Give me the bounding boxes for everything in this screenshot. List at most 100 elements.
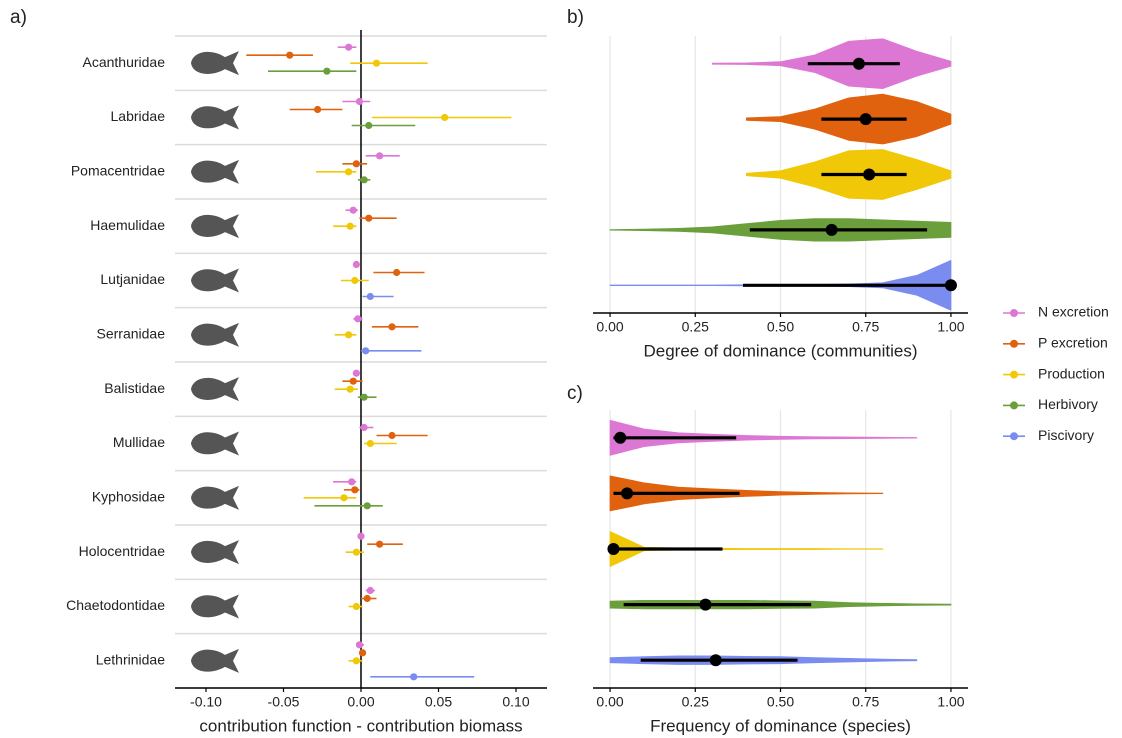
point — [323, 67, 331, 75]
x-tick-label: 0.50 — [767, 694, 794, 710]
point — [376, 152, 384, 160]
category-label: Chaetodontidae — [66, 597, 165, 613]
point — [366, 292, 374, 301]
point — [352, 548, 360, 556]
point — [709, 654, 722, 667]
category-label: Haemulidae — [90, 217, 165, 233]
point — [345, 168, 353, 176]
panel-label: b) — [567, 7, 584, 28]
point — [345, 43, 353, 51]
point — [286, 51, 294, 59]
panel-label: a) — [10, 7, 27, 28]
point — [349, 377, 357, 385]
point — [354, 315, 362, 323]
x-tick-label: 1.00 — [937, 319, 964, 335]
x-tick-label: 0.00 — [347, 694, 374, 710]
x-tick-label: 0.00 — [596, 694, 623, 710]
legend-dot — [1010, 370, 1018, 379]
x-tick-label: 0.25 — [682, 694, 709, 710]
x-tick-label: 0.10 — [502, 694, 529, 710]
x-tick-label: -0.05 — [268, 694, 300, 710]
point — [614, 431, 627, 444]
category-label: Pomacentridae — [71, 163, 165, 179]
point — [345, 331, 353, 339]
legend-dot — [1010, 401, 1018, 410]
point — [362, 347, 370, 355]
point — [388, 431, 396, 440]
fish-icon — [191, 485, 239, 510]
point — [346, 222, 354, 230]
point — [358, 649, 367, 657]
legend-label: Herbivory — [1038, 396, 1098, 412]
point — [944, 279, 957, 292]
x-tick-label: 0.00 — [596, 319, 623, 335]
fish-icon — [191, 159, 239, 184]
fish-icon — [191, 322, 239, 347]
point — [355, 97, 364, 106]
point — [340, 494, 348, 502]
point — [863, 168, 876, 181]
point — [621, 487, 634, 500]
point — [410, 673, 418, 681]
point — [357, 532, 365, 540]
point — [314, 105, 322, 114]
point — [363, 502, 371, 510]
violin — [609, 475, 884, 512]
x-axis-title: Frequency of dominance (species) — [650, 716, 911, 735]
x-tick-label: 0.75 — [852, 319, 879, 335]
point — [393, 268, 401, 277]
point — [355, 641, 364, 649]
category-label: Labridae — [111, 108, 166, 124]
legend-dot — [1010, 432, 1018, 441]
x-axis-title: contribution function - contribution bio… — [199, 716, 522, 735]
point — [346, 385, 354, 393]
x-tick-label: 0.25 — [682, 319, 709, 335]
category-label: Lutjanidae — [100, 271, 165, 287]
point — [352, 160, 360, 168]
fish-icon — [191, 377, 239, 402]
point — [352, 260, 360, 269]
legend-dot — [1010, 339, 1018, 348]
point — [859, 113, 872, 126]
point — [372, 59, 381, 67]
violin — [609, 419, 918, 456]
x-axis-title: Degree of dominance (communities) — [643, 341, 917, 360]
legend-label: P excretion — [1038, 335, 1108, 351]
point — [351, 276, 359, 285]
fish-icon — [191, 105, 239, 130]
fish-icon — [191, 268, 239, 293]
category-label: Balistidae — [104, 380, 165, 396]
legend-label: Piscivory — [1038, 427, 1094, 443]
point — [348, 478, 356, 486]
fish-icon — [191, 540, 239, 565]
point — [349, 206, 357, 214]
fish-icon — [191, 214, 239, 239]
point — [352, 657, 360, 665]
x-tick-label: -0.10 — [190, 694, 222, 710]
point — [363, 594, 371, 603]
x-tick-label: 0.05 — [425, 694, 452, 710]
category-label: Mullidae — [113, 434, 165, 450]
legend-label: N excretion — [1038, 304, 1109, 320]
category-label: Serranidae — [97, 326, 166, 342]
x-tick-label: 0.75 — [852, 694, 879, 710]
fish-icon — [191, 594, 239, 619]
point — [365, 214, 373, 222]
fish-icon — [191, 51, 239, 76]
category-label: Acanthuridae — [82, 54, 165, 70]
point — [852, 57, 865, 70]
category-label: Holocentridae — [79, 543, 166, 559]
point — [352, 369, 360, 377]
point — [607, 543, 620, 555]
x-tick-label: 1.00 — [937, 694, 964, 710]
point — [441, 113, 449, 122]
point — [366, 439, 374, 448]
point — [366, 586, 374, 595]
point — [352, 602, 360, 611]
fish-icon — [191, 648, 239, 673]
fish-icon — [191, 431, 239, 456]
point — [825, 223, 838, 236]
point — [376, 540, 384, 548]
